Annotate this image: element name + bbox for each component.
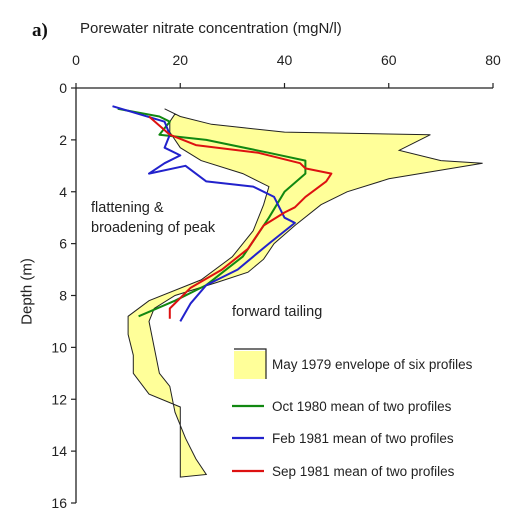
legend-label-1: Feb 1981 mean of two profiles	[272, 431, 454, 446]
annotation-tailing-line-1: forward tailing	[232, 304, 323, 320]
y-tick-label-7: 14	[51, 443, 67, 459]
y-tick-label-0: 0	[59, 80, 67, 96]
x-tick-label-2: 40	[277, 52, 293, 68]
y-axis-label: Depth (m)	[18, 258, 36, 325]
legend-envelope-label: May 1979 envelope of six profiles	[272, 357, 473, 372]
series-line-2	[148, 115, 333, 319]
legend-label-0: Oct 1980 mean of two profiles	[272, 399, 452, 414]
envelope-layer	[127, 108, 483, 478]
annotation-tailing: forward tailing	[232, 302, 322, 322]
y-tick-label-6: 12	[51, 391, 67, 407]
annotation-flattening-line-2: broadening of peak	[91, 220, 216, 236]
envelope-area	[127, 108, 483, 478]
legend-envelope-swatch	[234, 351, 266, 379]
x-tick-label-0: 0	[72, 52, 80, 68]
y-tick-label-5: 10	[51, 339, 67, 355]
annotation-flattening-line-1: flattening &	[91, 200, 164, 216]
series-layer	[112, 105, 333, 322]
annotation-flattening: flattening & broadening of peak	[91, 198, 215, 238]
x-tick-label-3: 60	[381, 52, 397, 68]
x-tick-label-1: 20	[172, 52, 188, 68]
legend-label-2: Sep 1981 mean of two profiles	[272, 464, 455, 479]
y-tick-label-2: 4	[59, 184, 67, 200]
y-tick-label-8: 16	[51, 495, 67, 511]
y-tick-label-1: 2	[59, 132, 67, 148]
x-tick-label-4: 80	[485, 52, 501, 68]
legend-envelope-outline	[234, 348, 267, 379]
panel-label: a)	[32, 20, 48, 41]
axes-layer: 0 20 40 60 80 0 2 4 6 8 10 12 14 16	[51, 52, 501, 511]
legend-layer: May 1979 envelope of six profiles Oct 198…	[232, 348, 473, 479]
x-axis-label: Porewater nitrate concentration (mgN/l)	[80, 20, 342, 37]
y-tick-label-3: 6	[59, 236, 67, 252]
y-tick-label-4: 8	[59, 288, 67, 304]
